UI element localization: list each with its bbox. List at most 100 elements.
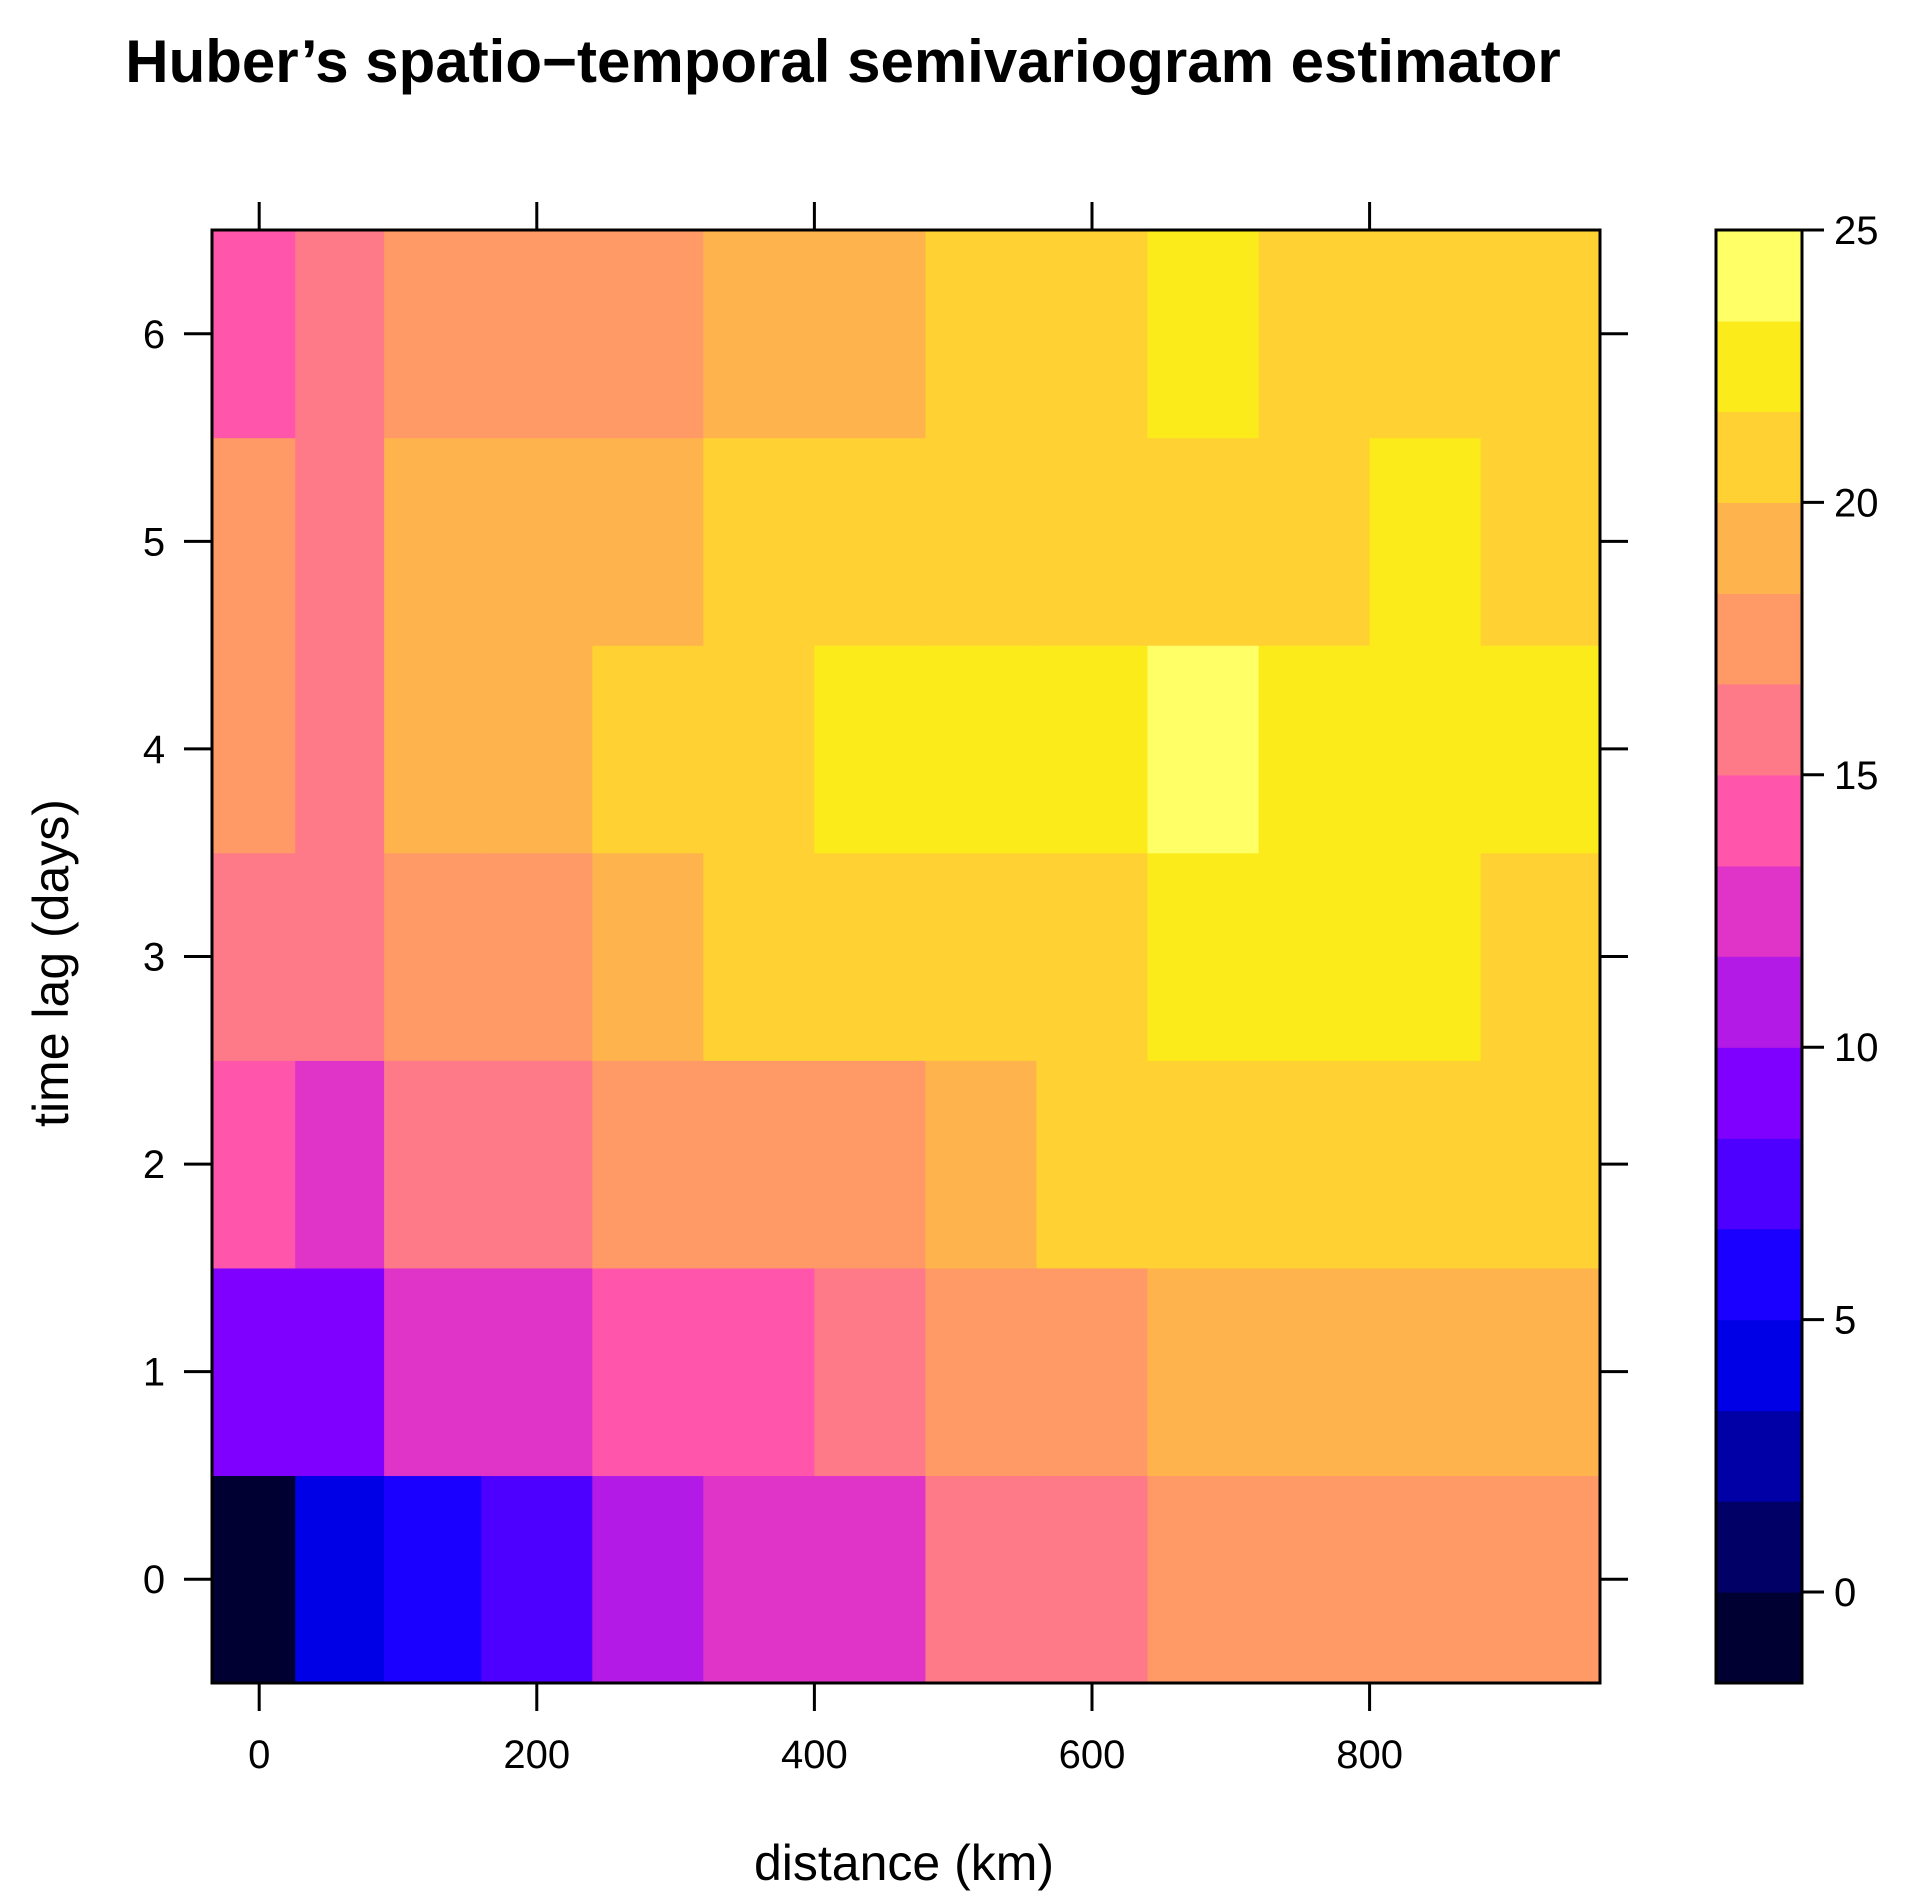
heatmap-cell (1480, 1060, 1601, 1269)
heatmap-cell (1258, 645, 1371, 854)
heatmap-cell (481, 852, 593, 1061)
colorkey-swatch (1716, 1410, 1802, 1502)
y-tick-label: 3 (143, 936, 165, 980)
heatmap-cell (592, 230, 704, 439)
heatmap-cell (925, 645, 1038, 854)
heatmap-cell (592, 1475, 704, 1684)
heatmap-cell (1369, 852, 1482, 1061)
heatmap-cell (1480, 437, 1601, 646)
heatmap-cell (384, 230, 482, 439)
heatmap-cell (295, 1060, 385, 1269)
heatmap-cell (814, 1060, 927, 1269)
heatmap-cell (212, 1060, 296, 1269)
heatmap-cell (1036, 1060, 1149, 1269)
y-tick-label: 0 (143, 1558, 165, 1602)
x-tick-label: 200 (503, 1733, 570, 1777)
heatmap-cells (212, 230, 1601, 1684)
heatmap-cell (1036, 1475, 1149, 1684)
colorkey-tick-label: 15 (1834, 754, 1879, 798)
heatmap-cell (592, 437, 704, 646)
y-tick-label: 2 (143, 1143, 165, 1187)
heatmap-cell (384, 1060, 482, 1269)
heatmap-cell (481, 230, 593, 439)
heatmap-cell (295, 1267, 385, 1477)
heatmap-cell (1147, 645, 1260, 854)
colorkey-swatch (1716, 1138, 1802, 1230)
heatmap-cell (703, 1060, 815, 1269)
heatmap-cell (1369, 1060, 1482, 1269)
heatmap-cell (212, 1267, 296, 1477)
colorkey-tick-label: 0 (1834, 1571, 1856, 1615)
heatmap-cell (1147, 1267, 1260, 1477)
heatmap-cell (1258, 230, 1371, 439)
colorkey-tick-label: 20 (1834, 481, 1879, 525)
heatmap-cell (703, 437, 815, 646)
colorkey-tick-label: 10 (1834, 1026, 1879, 1070)
x-axis-label: distance (km) (754, 1835, 1054, 1891)
heatmap-cell (1147, 230, 1260, 439)
y-tick-label: 5 (143, 520, 165, 564)
heatmap-cell (703, 645, 815, 854)
heatmap-cell (1147, 437, 1260, 646)
heatmap-cell (481, 1060, 593, 1269)
heatmap-cell (295, 1475, 385, 1684)
colorkey-swatch (1716, 1319, 1802, 1412)
x-tick-label: 0 (248, 1733, 270, 1777)
heatmap-cell (295, 437, 385, 646)
heatmap-cell (212, 230, 296, 439)
colorkey-swatch (1716, 774, 1802, 867)
y-tick-label: 1 (143, 1351, 165, 1395)
heatmap-cell (925, 1267, 1038, 1477)
heatmap-cell (212, 645, 296, 854)
heatmap-cell (1258, 852, 1371, 1061)
colorkey-swatch (1716, 320, 1802, 413)
heatmap-cell (1147, 1475, 1260, 1684)
heatmap-cell (592, 645, 704, 854)
x-tick-label: 800 (1336, 1733, 1403, 1777)
heatmap-cell (592, 1267, 704, 1477)
heatmap-cell (384, 645, 482, 854)
heatmap-cell (814, 852, 927, 1061)
heatmap-cell (925, 230, 1038, 439)
colorkey-swatch (1716, 593, 1802, 685)
x-tick-label: 600 (1059, 1733, 1126, 1777)
chart-title: Huber’s spatio−temporal semivariogram es… (125, 28, 1561, 95)
heatmap-cell (481, 645, 593, 854)
heatmap-cell (384, 1267, 482, 1477)
heatmap-cell (1369, 1475, 1482, 1684)
heatmap-cell (1258, 1267, 1371, 1477)
heatmap-cell (592, 852, 704, 1061)
heatmap-cell (481, 1475, 593, 1684)
colorkey-tick-label: 25 (1834, 209, 1879, 253)
heatmap-cell (212, 852, 296, 1061)
heatmap-cell (814, 1475, 927, 1684)
heatmap-cell (1258, 1475, 1371, 1684)
x-tick-label: 400 (781, 1733, 848, 1777)
heatmap-cell (384, 852, 482, 1061)
colorkey-swatch (1716, 1228, 1802, 1321)
heatmap-cell (295, 852, 385, 1061)
heatmap-cell (814, 645, 927, 854)
heatmap-cell (212, 1475, 296, 1684)
heatmap-cell (1369, 1267, 1482, 1477)
colorkey-swatch (1716, 1501, 1802, 1593)
colorkey-swatch (1716, 1047, 1802, 1139)
colorkey-swatch (1716, 1592, 1802, 1684)
heatmap-cell (1036, 852, 1149, 1061)
colorkey-swatch (1716, 411, 1802, 504)
colorkey-frame (1714, 228, 1804, 1685)
heatmap-cell (1258, 1060, 1371, 1269)
colorkey-swatch (1716, 683, 1802, 776)
heatmap-cell (814, 230, 927, 439)
heatmap-cell (212, 437, 296, 646)
heatmap-cell (1036, 437, 1149, 646)
heatmap-cell (925, 1475, 1038, 1684)
y-tick-label: 6 (143, 313, 165, 357)
heatmap-cell (703, 230, 815, 439)
heatmap-cell (703, 852, 815, 1061)
heatmap-cell (384, 1475, 482, 1684)
y-axis-label: time lag (days) (23, 799, 79, 1127)
axes: 0 200 400 600 800 0 1 2 3 4 5 6 (143, 202, 1628, 1777)
heatmap-cell (925, 1060, 1038, 1269)
